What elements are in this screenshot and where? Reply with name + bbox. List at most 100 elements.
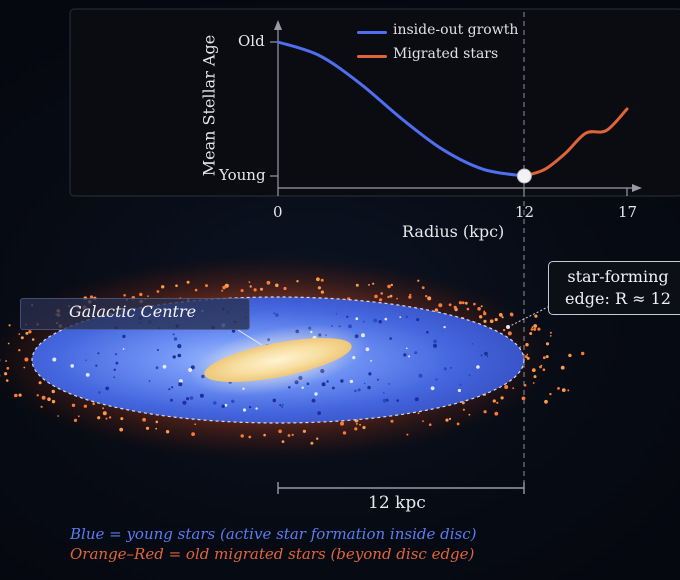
young-star-dot — [363, 382, 366, 385]
migrated-star-dot — [5, 360, 7, 362]
migrated-star-dot — [18, 333, 21, 335]
migrated-star-dot — [105, 417, 108, 420]
migrated-star-dot — [567, 389, 570, 392]
young-star-dot — [435, 378, 438, 381]
young-star-dot — [376, 378, 380, 381]
chart-panel — [69, 8, 680, 197]
migrated-star-dot — [494, 318, 498, 322]
callout-line-2: edge: R ≈ 12 — [565, 289, 671, 308]
young-star-dot — [406, 347, 408, 350]
young-star-dot — [335, 313, 338, 315]
y-axis-arrow — [274, 20, 282, 30]
migrated-star-dot — [464, 301, 468, 305]
migrated-star-dot — [466, 307, 470, 311]
migrated-star-dot — [477, 307, 481, 311]
young-star-dot — [373, 318, 378, 323]
young-star-dot — [357, 388, 361, 392]
migrated-star-dot — [47, 397, 51, 402]
galactic-centre-text: Galactic Centre — [69, 302, 197, 321]
migrated-star-dot — [408, 295, 412, 299]
young-star-dot — [332, 386, 335, 390]
young-star-dot — [172, 333, 175, 336]
young-star-dot — [367, 385, 371, 390]
migrated-star-dot — [549, 392, 552, 396]
migrated-star-dot — [532, 368, 534, 371]
migrated-star-dot — [544, 399, 548, 404]
young-star-dot — [186, 397, 190, 401]
migrated-star-dot — [283, 286, 287, 291]
migrated-star-dot — [355, 422, 358, 425]
migrated-star-dot — [57, 415, 59, 417]
migrated-star-dot — [71, 403, 76, 407]
young-star-dot — [471, 342, 474, 345]
migrated-star-dot — [320, 278, 324, 282]
young-star-dot — [405, 315, 409, 319]
series-inside-out-growth — [276, 40, 526, 178]
migrated-star-dot — [281, 440, 285, 443]
young-star-dot — [486, 355, 489, 358]
young-star-dot — [399, 316, 402, 318]
migrated-star-dot — [542, 356, 546, 360]
young-star-dot — [173, 337, 178, 341]
migrated-star-dot — [534, 314, 538, 318]
migrated-star-dot — [494, 411, 499, 416]
migrated-star-dot — [73, 418, 78, 422]
young-star-dot — [326, 380, 329, 383]
young-star-dot — [389, 337, 392, 340]
migrated-star-dot — [51, 399, 56, 404]
migrated-star-dot — [194, 423, 196, 426]
migrated-star-dot — [123, 294, 126, 297]
migrated-star-dot — [531, 368, 536, 372]
migrated-star-dot — [362, 425, 366, 430]
migrated-star-dot — [145, 426, 150, 430]
migrated-star-dot — [194, 288, 198, 292]
young-star-dot — [242, 408, 247, 412]
migrated-star-dot — [175, 284, 178, 288]
migrated-star-dot — [500, 396, 504, 400]
x-tick-label-12: 12 — [515, 203, 535, 221]
young-star-dot — [382, 392, 385, 394]
migrated-star-dot — [155, 420, 159, 424]
migrated-star-dot — [539, 365, 542, 369]
migrated-star-dot — [448, 303, 452, 307]
migrated-star-dot — [531, 326, 534, 329]
young-star-dot — [349, 379, 354, 384]
migrated-star-dot — [501, 316, 504, 319]
young-star-dot — [178, 382, 183, 387]
migrated-star-dot — [422, 420, 424, 422]
young-star-dot — [122, 334, 126, 339]
migrated-star-dot — [507, 331, 512, 336]
young-star-dot — [231, 399, 235, 403]
young-star-dot — [95, 364, 98, 367]
migrated-star-dot — [165, 430, 170, 434]
young-star-dot — [346, 315, 349, 318]
callout-leader-dot — [506, 325, 510, 329]
young-star-dot — [370, 360, 372, 362]
migrated-star-dot — [310, 441, 314, 445]
young-star-dot — [97, 352, 100, 355]
young-star-dot — [476, 365, 480, 369]
migrated-star-dot — [533, 375, 537, 379]
edge-marker-point — [516, 168, 532, 184]
migrated-star-dot — [532, 382, 535, 384]
migrated-star-dot — [560, 365, 565, 370]
young-star-dot — [177, 344, 182, 349]
migrated-star-dot — [434, 308, 439, 312]
legend-label-inside-out: inside-out growth — [393, 22, 519, 38]
migrated-star-dot — [549, 331, 552, 334]
migrated-star-dot — [428, 423, 432, 427]
young-star-dot — [105, 386, 110, 391]
young-star-dot — [396, 399, 400, 402]
migrated-star-dot — [526, 356, 530, 360]
migrated-star-dot — [5, 379, 9, 382]
migrated-star-dot — [387, 284, 391, 289]
migrated-star-dot — [291, 433, 294, 436]
callout-line-1: star-forming — [567, 267, 669, 286]
migrated-star-dot — [489, 319, 494, 324]
migrated-star-dot — [18, 393, 22, 397]
migrated-star-dot — [425, 295, 428, 298]
migrated-star-dot — [7, 342, 10, 345]
young-star-dot — [418, 373, 423, 378]
migrated-star-dot — [374, 294, 378, 299]
migrated-star-dot — [483, 319, 487, 323]
